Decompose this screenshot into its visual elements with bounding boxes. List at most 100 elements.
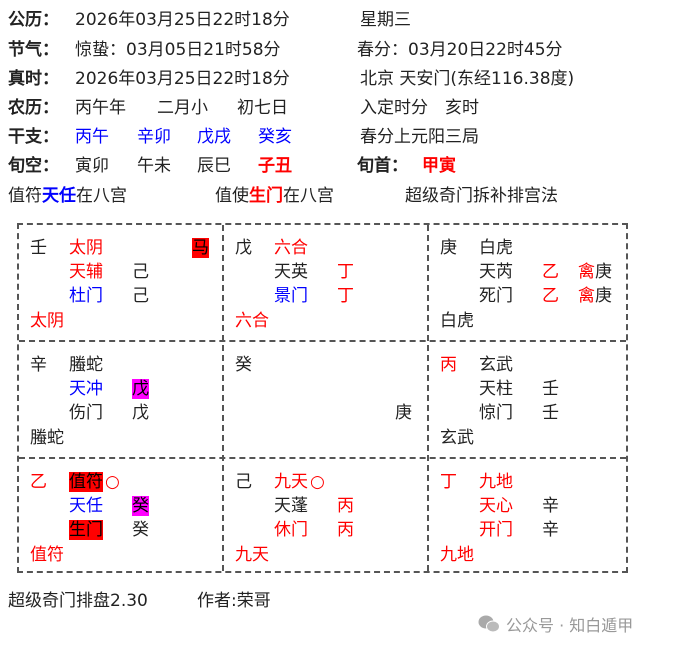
- zhishi-line: 值使生门在八宫: [215, 186, 334, 206]
- palace-symbol: 乙: [542, 262, 559, 282]
- ganzhi-label: 干支：: [8, 127, 59, 147]
- palace-symbol: 壬: [542, 403, 559, 423]
- palace-symbol: 杜门: [69, 286, 103, 306]
- shichen: 入定时分 亥时: [360, 98, 479, 118]
- palace-symbol: 惊门: [479, 403, 513, 423]
- method: 超级奇门拆补排宫法: [405, 186, 558, 206]
- xunkong-2: 午未: [137, 156, 171, 176]
- palace-symbol: 六合: [274, 238, 308, 258]
- zhishi-suffix: 在八宫: [283, 186, 334, 206]
- divider: [19, 457, 626, 459]
- palace-symbol: 白虎: [479, 238, 513, 258]
- nongli-label: 农历：: [8, 98, 59, 118]
- palace-symbol: 天任: [69, 496, 103, 516]
- palace-symbol: 乙: [30, 472, 47, 492]
- ju: 春分上元阳三局: [360, 127, 479, 147]
- gongli-label: 公历：: [8, 10, 59, 30]
- palace-symbol: 己: [132, 286, 149, 306]
- palace-symbol: 景门: [274, 286, 308, 306]
- palace-symbol: 死门: [479, 286, 513, 306]
- palace-5: 癸庚: [224, 342, 428, 459]
- palace-symbol: 丁: [337, 262, 354, 282]
- palace-symbol: 乙: [542, 286, 559, 306]
- palace-symbol: 庚: [395, 403, 412, 423]
- palace-symbol: 开门: [479, 520, 513, 540]
- zhishi-door: 生门: [249, 186, 283, 206]
- nongli-day: 初七日: [237, 98, 288, 118]
- palace-symbol: 太阴: [30, 311, 64, 331]
- palace-symbol: ○: [105, 472, 120, 492]
- palace-symbol: 螣蛇: [69, 355, 103, 375]
- palace-symbol: 值符: [69, 472, 103, 492]
- palace-symbol: 天辅: [69, 262, 103, 282]
- next-jieqi: 春分：03月20日22时45分: [357, 40, 563, 60]
- palace-symbol: 白虎: [440, 311, 474, 331]
- palace-symbol: 辛: [542, 520, 559, 540]
- zhenshi-value: 2026年03月25日22时18分: [75, 69, 290, 89]
- watermark-text: 公众号 · 知白遁甲: [506, 616, 634, 635]
- palace-symbol: 天英: [274, 262, 308, 282]
- palace-7: 乙值符 ○ 天任癸生门癸值符: [19, 459, 223, 576]
- ganzhi-year: 丙午: [75, 127, 109, 147]
- zhifu-prefix: 值符: [8, 186, 42, 206]
- palace-symbol: 伤门: [69, 403, 103, 423]
- jieqi-value: 惊蛰：03月05日21时58分: [75, 40, 281, 60]
- palace-symbol: ○: [310, 472, 325, 492]
- weekday: 星期三: [360, 10, 411, 30]
- zhifu-star: 天任: [42, 186, 76, 206]
- divider: [19, 340, 626, 342]
- palace-symbol: 己: [132, 262, 149, 282]
- palace-symbol: 值符: [30, 545, 64, 565]
- divider: [222, 225, 224, 571]
- palace-symbol: 天蓬: [274, 496, 308, 516]
- palace-symbol: 戊: [235, 238, 252, 258]
- palace-symbol: 休门: [274, 520, 308, 540]
- palace-symbol: 丁: [440, 472, 457, 492]
- watermark: 公众号 · 知白遁甲: [478, 612, 633, 636]
- ganzhi-day: 戊戌: [197, 127, 231, 147]
- palace-3: 庚白虎 天芮乙禽庚死门乙禽庚白虎: [429, 225, 633, 342]
- palace-symbol: 生门: [69, 520, 103, 540]
- zhifu-suffix: 在八宫: [76, 186, 127, 206]
- location: 北京 天安门(东经116.38度): [360, 69, 575, 89]
- palace-symbol: 己: [235, 472, 252, 492]
- palace-symbol: 庚: [595, 286, 612, 306]
- footer-app: 超级奇门排盘2.30: [8, 591, 148, 611]
- palace-2: 戊六合 天英丁景门丁六合: [224, 225, 428, 342]
- palace-symbol: 九地: [440, 545, 474, 565]
- palace-symbol: 癸: [235, 355, 252, 375]
- palace-symbol: 天柱: [479, 379, 513, 399]
- palace-symbol: 丙: [337, 496, 354, 516]
- palace-symbol: 戊: [132, 403, 149, 423]
- zhifu-line: 值符天任在八宫: [8, 186, 127, 206]
- palace-symbol: 天芮: [479, 262, 513, 282]
- palace-6: 丙玄武 天柱壬惊门壬玄武: [429, 342, 633, 459]
- jieqi-label: 节气：: [8, 40, 59, 60]
- palace-symbol: 九天: [274, 472, 308, 492]
- palace-grid: 壬太阴马天辅己杜门己太阴戊六合 天英丁景门丁六合庚白虎 天芮乙禽庚死门乙禽庚白虎辛螣…: [17, 223, 628, 573]
- palace-9: 丁九地 天心辛开门辛九地: [429, 459, 633, 576]
- palace-symbol: 六合: [235, 311, 269, 331]
- palace-1: 壬太阴马天辅己杜门己太阴: [19, 225, 223, 342]
- palace-symbol: 辛: [30, 355, 47, 375]
- palace-symbol: 螣蛇: [30, 428, 64, 448]
- palace-symbol: 九天: [235, 545, 269, 565]
- palace-symbol: 天心: [479, 496, 513, 516]
- palace-symbol: 玄武: [440, 428, 474, 448]
- nongli-year: 丙午年: [75, 98, 126, 118]
- palace-symbol: 禽: [578, 286, 595, 306]
- palace-symbol: 马: [192, 238, 209, 258]
- palace-8: 己九天 ○ 天蓬丙休门丙九天: [224, 459, 428, 576]
- gongli-value: 2026年03月25日22时18分: [75, 10, 290, 30]
- footer-author: 作者:荣哥: [197, 591, 271, 611]
- palace-symbol: 天冲: [69, 379, 103, 399]
- palace-symbol: 壬: [30, 238, 47, 258]
- palace-symbol: 庚: [440, 238, 457, 258]
- nongli-month: 二月小: [157, 98, 208, 118]
- palace-symbol: 禽: [578, 262, 595, 282]
- palace-symbol: 丙: [337, 520, 354, 540]
- palace-symbol: 癸: [132, 496, 149, 516]
- ganzhi-hour: 癸亥: [258, 127, 292, 147]
- xunkong-1: 寅卯: [75, 156, 109, 176]
- palace-symbol: 丙: [440, 355, 457, 375]
